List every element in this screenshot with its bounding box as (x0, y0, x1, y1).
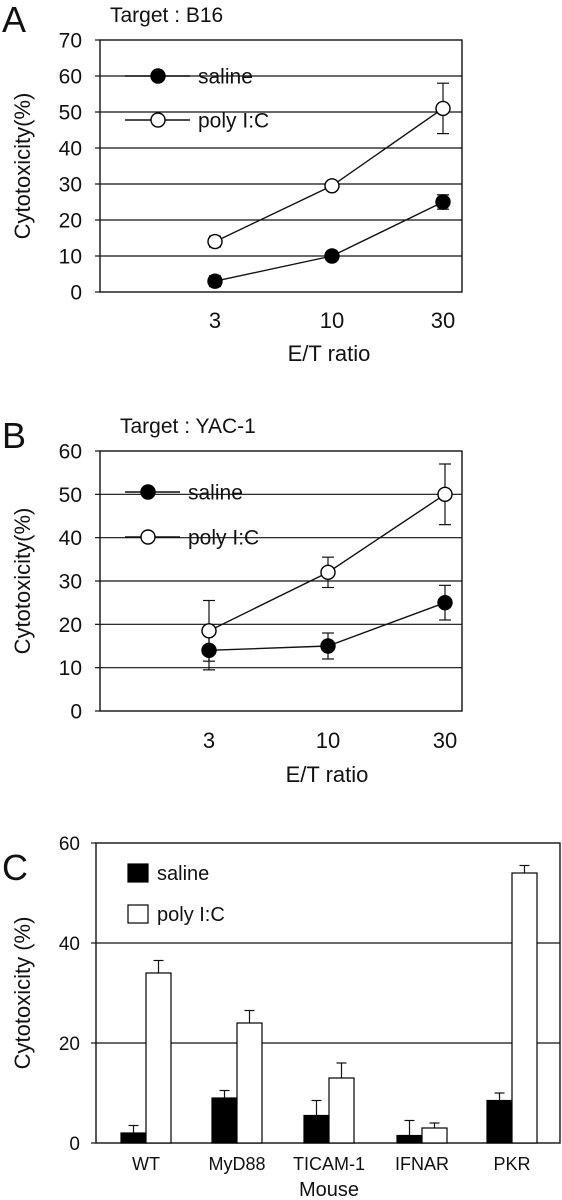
x-axis-label: E/T ratio (288, 341, 371, 366)
legend-label: poly I:C (188, 527, 259, 550)
y-tick-label: 0 (69, 1134, 80, 1155)
data-point (437, 486, 453, 503)
y-tick-label: 0 (70, 701, 82, 724)
y-tick-label: 10 (59, 246, 82, 269)
data-point (207, 273, 223, 289)
bar (328, 1077, 355, 1144)
y-tick-label: 30 (59, 174, 82, 197)
legend-label: saline (198, 66, 253, 89)
x-tick-label: 30 (431, 308, 455, 333)
x-tick-label: 10 (320, 308, 344, 333)
y-tick-label: 30 (59, 571, 82, 594)
y-tick-label: 60 (59, 441, 82, 464)
x-tick-label: 3 (209, 308, 221, 333)
legend-label: poly I:C (157, 904, 225, 926)
legend-label: saline (157, 863, 209, 885)
panel-letter: A (2, 0, 26, 40)
panel-letter: C (2, 847, 28, 888)
y-axis-label: Cytotoxicity(%) (10, 93, 35, 240)
data-point (324, 248, 340, 264)
y-tick-label: 40 (59, 138, 82, 161)
x-tick-label: IFNAR (395, 1154, 449, 1174)
data-point (320, 638, 336, 654)
legend-marker (150, 112, 166, 128)
data-point (435, 100, 451, 117)
bar (211, 1097, 238, 1144)
bar (396, 1134, 423, 1144)
y-axis-label: Cytotoxicity(%) (10, 508, 35, 655)
x-tick-label: WT (132, 1154, 160, 1174)
x-tick-label: MyD88 (208, 1154, 265, 1174)
plot-frame (99, 39, 463, 293)
y-tick-label: 20 (59, 210, 82, 233)
bar (486, 1099, 513, 1144)
bar (236, 1022, 263, 1144)
data-point (324, 178, 340, 194)
legend-marker (150, 68, 166, 84)
y-tick-label: 60 (59, 834, 80, 855)
data-point (201, 623, 217, 639)
series-line (208, 493, 446, 632)
x-axis-label: Mouse (299, 1179, 359, 1200)
y-tick-label: 40 (59, 934, 80, 955)
bar (511, 872, 538, 1144)
data-point (201, 642, 217, 659)
data-point (207, 233, 223, 250)
legend-marker (140, 484, 156, 500)
y-tick-label: 10 (59, 657, 82, 680)
bar (421, 1127, 448, 1144)
data-point (435, 194, 451, 210)
y-tick-label: 50 (59, 484, 82, 507)
y-tick-label: 20 (59, 1034, 80, 1055)
x-tick-label: 10 (316, 728, 340, 753)
y-tick-label: 0 (70, 282, 82, 305)
y-tick-label: 40 (59, 527, 82, 550)
series-line (214, 201, 444, 282)
bar (145, 972, 172, 1144)
y-axis-label: Cytotoxicity (%) (10, 917, 35, 1070)
data-point (320, 564, 336, 581)
x-tick-label: TICAM-1 (293, 1154, 365, 1174)
x-tick-label: 30 (433, 728, 457, 753)
legend-label: saline (188, 482, 243, 505)
y-tick-label: 20 (59, 614, 82, 637)
legend-marker (140, 529, 156, 545)
legend-swatch (127, 863, 149, 883)
y-tick-label: 60 (59, 66, 82, 89)
y-tick-label: 70 (59, 30, 82, 53)
bar (120, 1132, 147, 1144)
x-tick-label: 3 (203, 728, 215, 753)
legend-label: poly I:C (198, 110, 269, 133)
panel-letter: B (2, 415, 26, 456)
bar (303, 1114, 330, 1144)
legend-swatch (127, 904, 149, 924)
data-point (437, 594, 453, 611)
x-axis-label: E/T ratio (286, 762, 369, 787)
chart-title: Target : B16 (110, 4, 223, 27)
chart-title: Target : YAC-1 (120, 415, 256, 438)
x-tick-label: PKR (493, 1154, 530, 1174)
y-tick-label: 50 (59, 102, 82, 125)
